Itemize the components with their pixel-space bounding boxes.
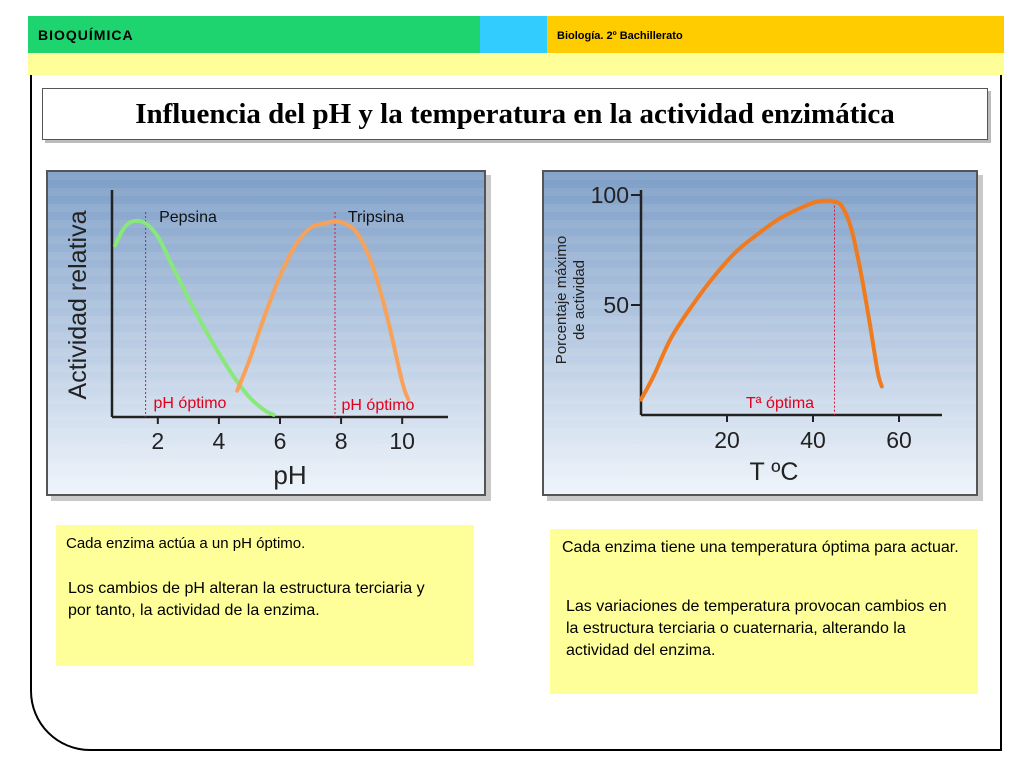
ph-chart-panel: 2 4 6 8 10 pH Actividad relativa Pepsina Tri… xyxy=(46,170,486,496)
temperature-y-tick-label: 50 xyxy=(603,292,629,318)
temperature-y-tick-label: 100 xyxy=(591,182,629,208)
slide-title: Influencia del pH y la temperatura en la… xyxy=(135,97,895,130)
ph-optimum-label-pepsina: pH óptimo xyxy=(154,395,227,412)
temperature-x-tick-label: 40 xyxy=(800,427,826,453)
ph-optimum-label-tripsina: pH óptimo xyxy=(342,397,415,414)
ph-note-line-2: Los cambios de pH alteran la estructura … xyxy=(68,580,425,619)
header-yellow-bar xyxy=(547,16,1004,53)
ph-x-tick-label: 10 xyxy=(389,428,415,454)
ph-chart: 2 4 6 8 10 pH Actividad relativa Pepsina Tri… xyxy=(48,172,484,494)
header-green-bar xyxy=(28,16,480,53)
temperature-series-line xyxy=(639,198,884,402)
temperature-chart: 20 40 60 50 100 T ºC Porcentaje máximode act… xyxy=(544,172,976,494)
header-course: Biología. 2º Bachillerato xyxy=(557,30,683,42)
header-strip xyxy=(28,53,1004,75)
temperature-note-line-2: Las variaciones de temperatura provocan … xyxy=(566,598,947,659)
ph-x-axis-label: pH xyxy=(273,460,306,490)
ph-note-box: Cada enzima actúa a un pH óptimo. Los ca… xyxy=(56,525,474,666)
temperature-x-tick-label: 60 xyxy=(886,427,912,453)
header-subject: BIOQUÍMICA xyxy=(38,27,134,43)
ph-chart-background xyxy=(48,172,484,494)
temperature-note-box: Cada enzima tiene una temperatura óptima… xyxy=(550,529,978,694)
ph-x-tick-label: 4 xyxy=(213,428,226,454)
temperature-x-tick-label: 20 xyxy=(714,427,740,453)
temperature-chart-panel: 20 40 60 50 100 T ºC Porcentaje máximode act… xyxy=(542,170,978,496)
ph-x-tick-label: 2 xyxy=(151,428,164,454)
title-box: Influencia del pH y la temperatura en la… xyxy=(42,88,988,140)
temperature-chart-background xyxy=(544,172,976,494)
ph-chart-stripes xyxy=(48,172,484,494)
temperature-y-axis-label: Porcentaje máximode actividad xyxy=(553,236,588,364)
ph-y-axis-label: Actividad relativa xyxy=(64,210,92,399)
ph-series-line-pepsina xyxy=(113,218,276,417)
legend-pepsina: Pepsina xyxy=(159,209,217,226)
header-cyan-bar xyxy=(480,16,547,53)
ph-x-tick-label: 6 xyxy=(274,428,287,454)
ph-x-tick-label: 8 xyxy=(335,428,348,454)
temperature-note-line-1: Cada enzima tiene una temperatura óptima… xyxy=(562,539,959,556)
legend-tripsina: Tripsina xyxy=(348,209,404,226)
slide-frame xyxy=(30,75,1002,751)
temperature-optimum-label: Tª óptima xyxy=(746,395,814,412)
ph-note-line-1: Cada enzima actúa a un pH óptimo. xyxy=(66,535,306,552)
temperature-x-axis-label: T ºC xyxy=(750,458,799,486)
ph-series-line-tripsina xyxy=(235,219,411,402)
temperature-chart-stripes xyxy=(544,172,976,494)
